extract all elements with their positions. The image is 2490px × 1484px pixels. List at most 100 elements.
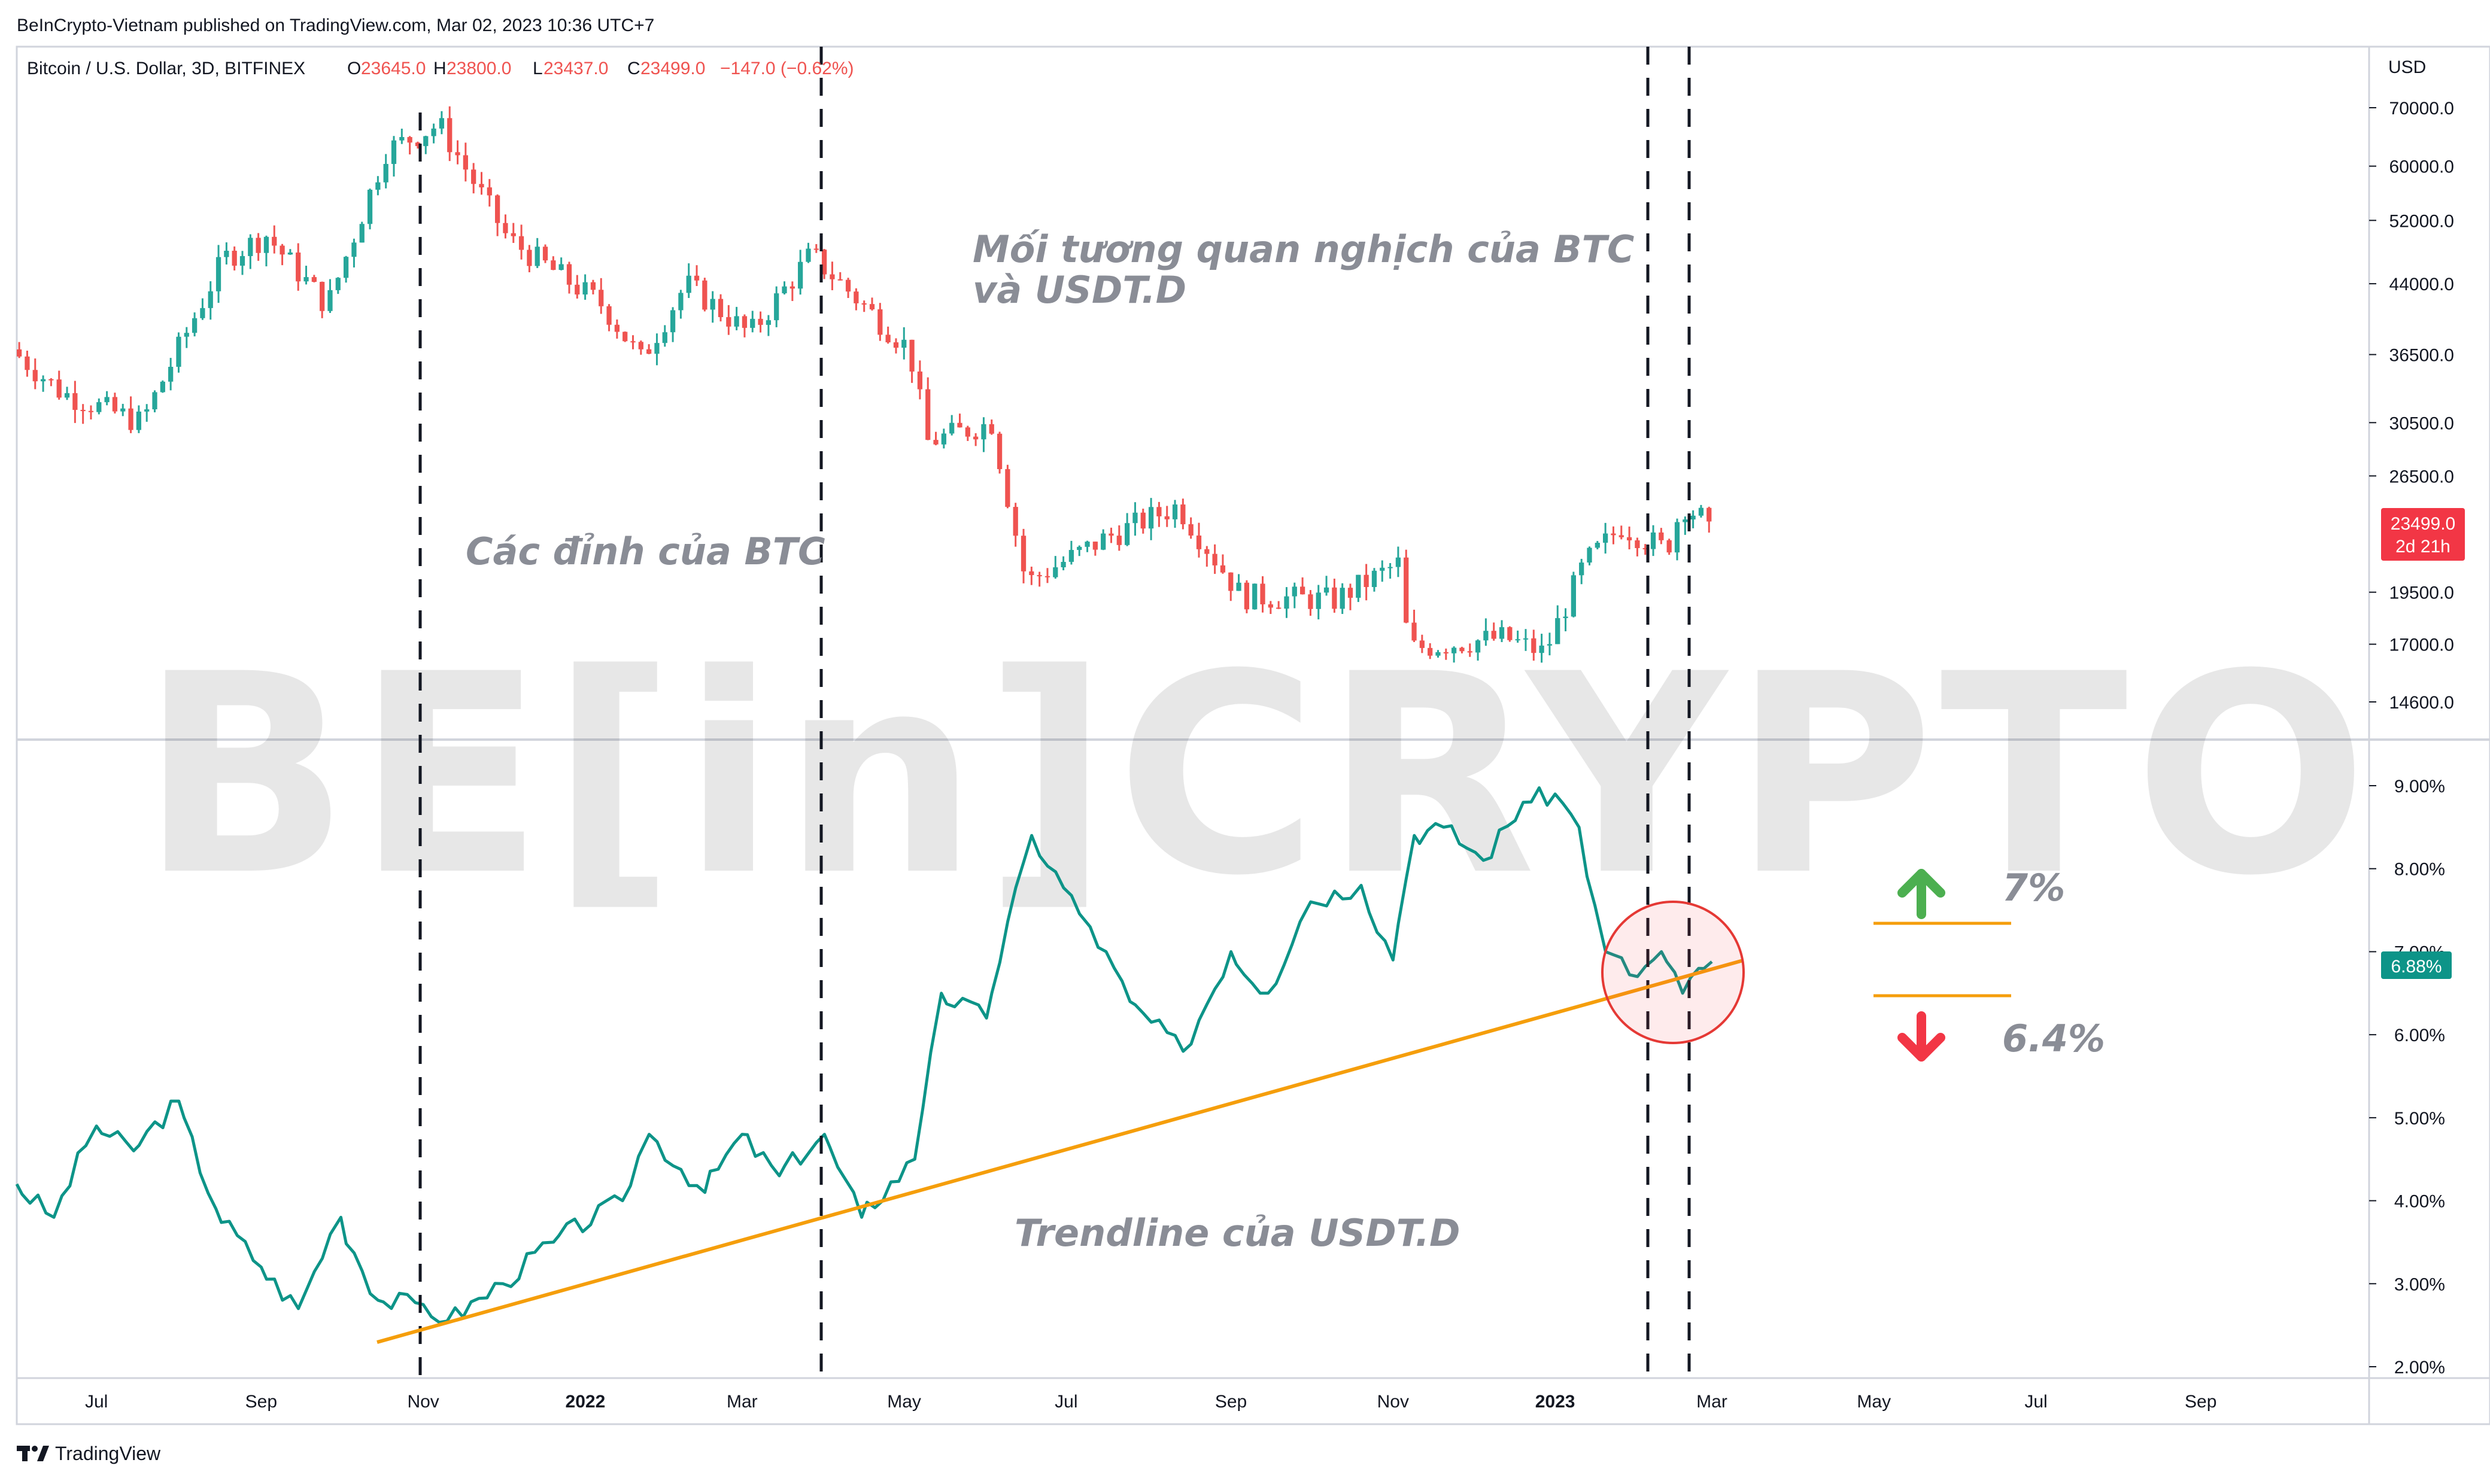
btc-candle-body [518,236,524,250]
btc-candle-body [1380,567,1385,571]
annotation-correlation-line1: Mối tương quan nghịch của BTC [973,227,1634,271]
btc-candle-body [1172,504,1178,519]
btc-candle-body [1299,586,1305,595]
chart-frame [16,45,2490,1425]
btc-candle-body [1635,540,1640,548]
btc-candle-body [981,424,986,440]
btc-candle-body [566,264,572,285]
published-info: BeInCrypto-Vietnam published on TradingV… [17,16,654,35]
btc-candle-body [599,290,604,306]
time-tick-label: Jul [1055,1392,1077,1412]
btc-candle-body [1419,640,1425,648]
btc-candle-body [256,238,261,253]
btc-candle-body [622,332,628,342]
btc-candle-body [375,182,381,190]
btc-candle-body [1539,645,1544,653]
btc-candle-body [120,408,126,412]
btc-candle-body [1196,535,1202,549]
btc-candle-body [965,427,970,437]
btc-candle-body [1180,504,1186,525]
btc-candle-body [710,299,715,310]
ohlc-open-label: O [347,59,361,78]
btc-candle-body [152,392,157,410]
btc-candle-body [1555,618,1560,644]
ohlc-low-label: L [533,59,543,78]
btc-candle-body [1085,542,1090,547]
ohlc-open-value: 23645.0 [361,59,426,78]
btc-tick-label: 36500.0 [2389,346,2454,366]
btc-candle-body [144,409,150,412]
ohlc-close-value: 23499.0 [640,59,705,78]
dashed-markers [418,47,1691,1378]
btc-candle-body [1252,583,1258,610]
btc-candle-body [750,318,755,328]
time-tick-label: Jul [2024,1392,2047,1412]
btc-candle-body [686,275,691,293]
btc-candle-body [104,397,110,403]
legend-row: Bitcoin / U.S. Dollar, 3D, BITFINEX O 23… [27,59,854,78]
time-tick-label: Jul [85,1392,108,1412]
usdt-tick-label: 8.00% [2394,860,2445,880]
btc-candle-body [1499,627,1505,639]
btc-candle-body [997,433,1003,469]
btc-candle-body [1236,582,1241,591]
btc-candle-body [1371,570,1377,588]
time-tick-label: 2022 [566,1392,606,1412]
btc-candle-body [1491,631,1496,639]
btc-candle-body [64,393,70,398]
btc-candle-body [1308,594,1313,609]
btc-candle-body [80,409,86,411]
btc-candle-body [1212,554,1217,565]
symbol-label[interactable]: Bitcoin / U.S. Dollar, 3D, BITFINEX [27,59,305,78]
btc-candle-body [1626,537,1632,541]
btc-candle-body [1109,533,1114,536]
btc-candle-body [678,293,684,311]
btc-candle-body [383,163,388,183]
btc-candle-body [1595,543,1600,548]
btc-candle-body [861,303,867,305]
btc-candle-body [1674,522,1680,553]
btc-tick-label: 30500.0 [2389,413,2454,433]
btc-tick-label: 52000.0 [2389,211,2454,231]
btc-candle-body [1428,647,1433,656]
btc-candle-body [535,247,540,266]
btc-candle-body [1356,574,1361,598]
btc-price-axis[interactable]: 70000.0 60000.0 52000.0 44000.0 36500.0 30500… [2369,99,2454,713]
footer-brand[interactable]: TradingView [55,1443,161,1464]
btc-candle-body [272,236,277,246]
watermark-logo: BE[in]CRYPTO [140,616,2368,936]
btc-candle-body [718,299,724,317]
btc-candle-body [415,142,421,147]
btc-candle-body [1587,548,1592,563]
btc-candle-body [1507,627,1513,640]
btc-candle-body [503,223,508,233]
time-axis[interactable]: Jul Sep Nov 2022 Mar May Jul Sep Nov 2023 Mar May Ju… [85,1392,2216,1412]
btc-candle-body [88,410,94,412]
btc-candle-body [1053,567,1058,577]
btc-candle-body [1188,524,1194,536]
btc-candle-body [479,184,484,188]
usdt-last-value: 6.88% [2391,957,2442,977]
btc-candle-body [1571,575,1576,617]
btc-candle-body [1068,550,1074,562]
btc-candle-body [471,169,476,184]
btc-candle-body [877,309,883,335]
btc-candle-body [1268,604,1273,608]
btc-candle-body [742,316,748,328]
annotation-level-7pct: 7% [2002,866,2065,910]
btc-bar-countdown: 2d 21h [2395,537,2450,556]
btc-candle-body [56,379,62,398]
btc-candle-body [351,242,357,257]
btc-candle-body [893,342,899,348]
btc-candle-body [654,343,660,354]
btc-candle-body [1411,622,1417,641]
btc-candle-body [343,257,349,278]
btc-candle-body [1244,582,1250,610]
btc-candle-body [1340,588,1345,609]
btc-candle-body [670,310,676,333]
btc-candle-body [96,402,102,412]
time-tick-label: Sep [245,1392,277,1412]
btc-candle-body [200,308,205,318]
